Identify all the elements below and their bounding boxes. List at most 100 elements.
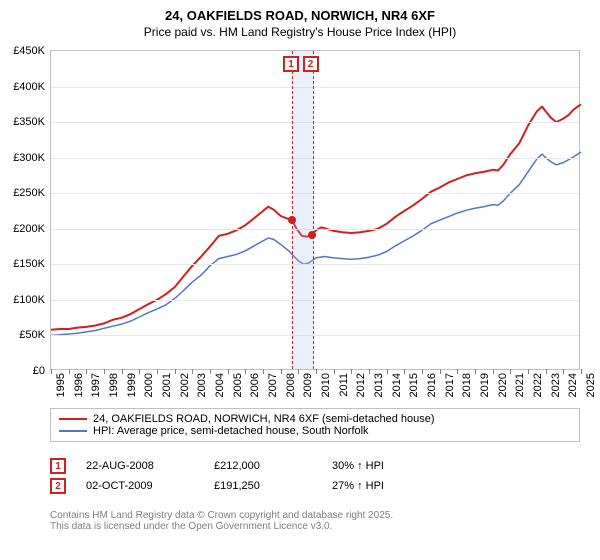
x-tick-label: 2001 [161, 369, 173, 397]
sale-marker-box: 2 [50, 478, 66, 494]
x-tick-mark [245, 369, 246, 374]
x-tick-mark [298, 369, 299, 374]
y-gridline [51, 300, 579, 301]
y-gridline [51, 335, 579, 336]
x-tick-label: 2020 [497, 369, 509, 397]
series-svg [51, 51, 581, 371]
y-tick-label: £350K [13, 116, 51, 128]
x-tick-label: 1999 [126, 369, 138, 397]
y-gridline [51, 264, 579, 265]
y-tick-label: £50K [19, 329, 51, 341]
x-tick-mark [493, 369, 494, 374]
legend-swatch [59, 430, 87, 432]
sale-date: 02-OCT-2009 [86, 480, 206, 492]
y-gridline [51, 87, 579, 88]
x-tick-label: 2021 [514, 369, 526, 397]
legend-label: 24, OAKFIELDS ROAD, NORWICH, NR4 6XF (se… [93, 413, 435, 425]
x-tick-label: 2023 [550, 369, 562, 397]
y-tick-label: £300K [13, 152, 51, 164]
x-tick-label: 2012 [355, 369, 367, 397]
y-gridline [51, 158, 579, 159]
x-tick-label: 2003 [196, 369, 208, 397]
legend-row: HPI: Average price, semi-detached house,… [59, 425, 571, 437]
credits: Contains HM Land Registry data © Crown c… [50, 510, 393, 532]
x-tick-mark [139, 369, 140, 374]
chart-container: 24, OAKFIELDS ROAD, NORWICH, NR4 6XF Pri… [0, 0, 600, 560]
legend-label: HPI: Average price, semi-detached house,… [93, 425, 369, 437]
credits-line-2: This data is licensed under the Open Gov… [50, 521, 393, 532]
x-tick-label: 2016 [426, 369, 438, 397]
y-gridline [51, 229, 579, 230]
x-tick-label: 1998 [108, 369, 120, 397]
x-tick-label: 2018 [461, 369, 473, 397]
x-tick-label: 1996 [73, 369, 85, 397]
x-tick-mark [528, 369, 529, 374]
sale-date: 22-AUG-2008 [86, 460, 206, 472]
y-tick-label: £150K [13, 258, 51, 270]
x-tick-mark [457, 369, 458, 374]
sale-price: £191,250 [214, 480, 324, 492]
x-tick-mark [334, 369, 335, 374]
x-tick-label: 2014 [391, 369, 403, 397]
x-tick-label: 2007 [267, 369, 279, 397]
y-gridline [51, 193, 579, 194]
y-tick-label: £450K [13, 45, 51, 57]
x-tick-label: 2013 [373, 369, 385, 397]
y-tick-label: £200K [13, 223, 51, 235]
y-tick-label: £400K [13, 81, 51, 93]
chart-title: 24, OAKFIELDS ROAD, NORWICH, NR4 6XF [0, 0, 600, 23]
x-tick-mark [422, 369, 423, 374]
x-tick-mark [104, 369, 105, 374]
x-tick-label: 2010 [320, 369, 332, 397]
x-tick-label: 2022 [532, 369, 544, 397]
x-tick-label: 2004 [214, 369, 226, 397]
sale-diff: 30% ↑ HPI [332, 460, 442, 472]
y-tick-label: £100K [13, 294, 51, 306]
x-tick-mark [387, 369, 388, 374]
x-tick-mark [563, 369, 564, 374]
x-tick-mark [351, 369, 352, 374]
x-tick-mark [581, 369, 582, 374]
sale-marker-box: 1 [50, 458, 66, 474]
chart-subtitle: Price paid vs. HM Land Registry's House … [0, 23, 600, 39]
x-tick-label: 1995 [55, 369, 67, 397]
x-tick-label: 2008 [285, 369, 297, 397]
legend-row: 24, OAKFIELDS ROAD, NORWICH, NR4 6XF (se… [59, 413, 571, 425]
sale-diff: 27% ↑ HPI [332, 480, 442, 492]
x-tick-mark [440, 369, 441, 374]
x-tick-mark [316, 369, 317, 374]
x-tick-label: 1997 [90, 369, 102, 397]
sale-price: £212,000 [214, 460, 324, 472]
y-tick-label: £0 [33, 365, 51, 377]
x-tick-mark [192, 369, 193, 374]
x-tick-mark [228, 369, 229, 374]
x-tick-mark [475, 369, 476, 374]
x-tick-mark [369, 369, 370, 374]
x-tick-label: 2017 [444, 369, 456, 397]
x-tick-label: 2024 [567, 369, 579, 397]
legend-swatch [59, 418, 87, 420]
x-tick-mark [546, 369, 547, 374]
x-tick-mark [86, 369, 87, 374]
x-tick-label: 2025 [585, 369, 597, 397]
x-tick-mark [122, 369, 123, 374]
series-property [51, 104, 581, 329]
x-tick-label: 2002 [179, 369, 191, 397]
x-tick-mark [69, 369, 70, 374]
y-gridline [51, 122, 579, 123]
x-tick-label: 2005 [232, 369, 244, 397]
credits-line-1: Contains HM Land Registry data © Crown c… [50, 510, 393, 521]
x-tick-mark [175, 369, 176, 374]
plot-area: £0£50K£100K£150K£200K£250K£300K£350K£400… [50, 50, 580, 370]
x-tick-mark [157, 369, 158, 374]
x-tick-mark [510, 369, 511, 374]
sale-marker-table: 1 22-AUG-2008 £212,000 30% ↑ HPI 2 02-OCT-200… [50, 458, 442, 494]
x-tick-label: 2011 [338, 369, 350, 397]
x-tick-mark [210, 369, 211, 374]
y-tick-label: £250K [13, 187, 51, 199]
sale-band [292, 51, 314, 369]
x-tick-mark [51, 369, 52, 374]
x-tick-mark [281, 369, 282, 374]
x-tick-label: 2015 [408, 369, 420, 397]
x-tick-mark [263, 369, 264, 374]
